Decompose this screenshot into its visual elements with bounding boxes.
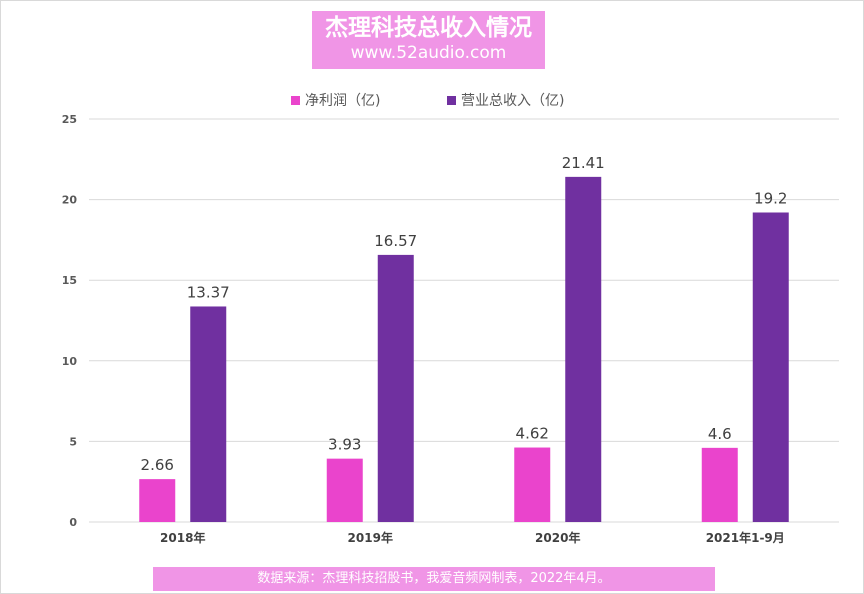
data-label: 21.41 [562, 154, 605, 172]
data-label: 16.57 [374, 232, 417, 250]
x-tick-label: 2019年 [348, 530, 393, 545]
legend-swatch [291, 96, 300, 105]
data-label: 19.2 [754, 189, 787, 207]
x-tick-label: 2020年 [535, 530, 580, 545]
bar-revenue [752, 212, 789, 522]
y-tick-label: 25 [62, 113, 77, 126]
data-label: 13.37 [187, 283, 230, 301]
y-tick-label: 5 [69, 435, 77, 448]
title-box: 杰理科技总收入情况 www.52audio.com [312, 11, 545, 69]
x-tick-label: 2021年1-9月 [706, 530, 785, 545]
legend-label: 净利润（亿) [305, 93, 380, 109]
y-tick-label: 15 [62, 274, 77, 287]
legend-label: 营业总收入（亿) [461, 93, 564, 109]
bar-net-profit [701, 447, 738, 522]
data-label: 3.93 [328, 436, 361, 454]
source-note: 数据来源：杰理科技招股书，我爱音频网制表，2022年4月。 [153, 567, 715, 591]
bar-revenue [565, 176, 602, 523]
bar-revenue [377, 254, 414, 522]
y-tick-label: 10 [62, 355, 78, 368]
x-tick-label: 2018年 [160, 530, 205, 545]
chart-subtitle: www.52audio.com [350, 43, 507, 63]
bar-net-profit [326, 458, 363, 522]
bar-revenue [190, 306, 227, 522]
chart-title: 杰理科技总收入情况 [325, 15, 532, 41]
bar-net-profit [139, 479, 176, 522]
bar-net-profit [514, 447, 551, 522]
y-tick-label: 20 [62, 194, 78, 207]
y-tick-label: 0 [69, 516, 77, 529]
data-label: 4.6 [708, 425, 732, 443]
data-label: 2.66 [141, 456, 174, 474]
legend-swatch [447, 96, 456, 105]
data-label: 4.62 [516, 425, 549, 443]
